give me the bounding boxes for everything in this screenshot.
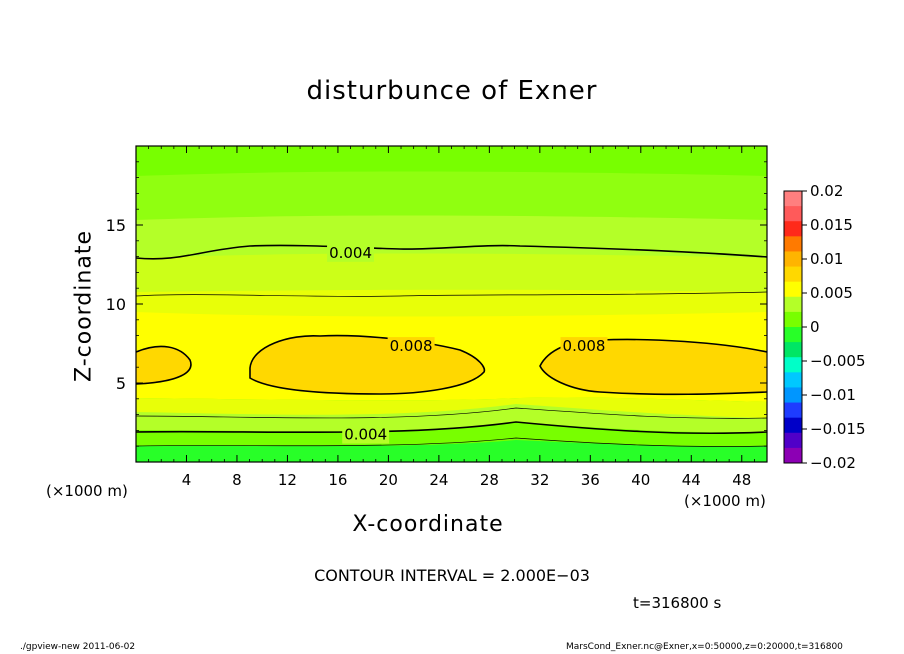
x-tick-label: 24 (429, 471, 448, 489)
contour-line-gold-left (136, 345, 192, 385)
band-lower-green (136, 440, 767, 462)
colorbar-segment (784, 236, 802, 252)
colorbar-segment (784, 357, 802, 373)
colorbar-segment (784, 432, 802, 449)
x-tick-label: 8 (232, 471, 242, 489)
x-axis: 4 8 12 16 20 24 28 32 36 40 44 48 (148, 146, 755, 489)
colorbar-tick-label: 0 (810, 318, 820, 336)
colorbar-tick-label: 0.02 (810, 182, 843, 200)
contour-interval-text: CONTOUR INTERVAL = 2.000E−03 (314, 566, 590, 585)
colorbar-tick-label: 0.005 (810, 284, 853, 302)
colorbar-segment (784, 281, 802, 298)
footer-left: ./gpview-new 2011-06-02 (20, 642, 136, 652)
contour-line-gold-right (539, 338, 767, 396)
colorbar-segment (784, 296, 802, 313)
colorbar-segment (784, 402, 802, 419)
x-tick-label: 4 (182, 471, 192, 489)
x-unit-label-right: (×1000 m) (684, 492, 766, 510)
contour-label-bg (560, 337, 608, 356)
y-axis: 5 10 15 (106, 161, 767, 447)
y-tick-label: 15 (106, 216, 126, 235)
colorbar-segment (784, 372, 802, 388)
colorbar-segment (784, 221, 802, 237)
colorbar-segment (784, 266, 802, 283)
colorbar-segment (784, 206, 802, 222)
colorbar: 0.02 0.015 0.01 0.005 0 −0.005 −0.01 −0.015 −0.0… (783, 182, 866, 472)
colorbar-segment (784, 311, 802, 328)
time-label: t=316800 s (633, 594, 722, 612)
contour-line-upper-thick (136, 244, 767, 260)
colorbar-segment (784, 327, 802, 343)
colorbar-segment (784, 417, 802, 434)
x-tick-label: 12 (278, 471, 297, 489)
contour-label: 0.004 (344, 426, 387, 444)
colorbar-segment (784, 342, 802, 358)
contour-line-lower-thin-2 (136, 437, 767, 447)
colorbar-segment (784, 447, 802, 464)
y-tick-label: 5 (116, 374, 126, 393)
x-tick-label: 16 (328, 471, 347, 489)
contour-line-gold-center (249, 334, 486, 395)
contour-labels: 0.004 0.008 0.008 0.004 (327, 243, 608, 444)
contour-line-lower-thick (136, 421, 767, 435)
colorbar-tick-label: −0.005 (810, 352, 866, 370)
contour-label: 0.008 (390, 337, 433, 355)
contour-label: 0.008 (563, 337, 606, 355)
colorbar-segment (784, 191, 802, 207)
chart-title: disturbunce of Exner (306, 76, 598, 106)
y-tick-label: 10 (106, 295, 126, 314)
footer-right: MarsCond_Exner.nc@Exner,x=0:50000,z=0:20… (566, 642, 843, 652)
contour-label-bg (387, 337, 435, 356)
colorbar-tick-label: −0.015 (810, 420, 866, 438)
colorbar-segment (784, 251, 802, 268)
blob-gold-left (136, 346, 191, 384)
colorbar-tick-label: −0.02 (810, 454, 856, 472)
x-tick-label: 28 (480, 471, 499, 489)
contour-label-bg (327, 243, 375, 262)
colorbar-tick-label: −0.01 (810, 386, 856, 404)
x-axis-label: X-coordinate (352, 512, 504, 537)
colorbar-segment (784, 387, 802, 404)
x-tick-label: 40 (631, 471, 650, 489)
plot-area (136, 146, 767, 462)
contour-label: 0.004 (329, 244, 372, 262)
contour-line-lower-thin-1 (136, 407, 767, 419)
x-unit-label-left: (×1000 m) (46, 482, 128, 500)
colorbar-tick-label: 0.015 (810, 216, 853, 234)
x-tick-label: 36 (581, 471, 600, 489)
x-tick-label: 48 (732, 471, 751, 489)
x-tick-label: 32 (530, 471, 549, 489)
contour-line-upper-thin (136, 291, 767, 297)
contour-label-bg (342, 425, 390, 444)
x-tick-label: 20 (379, 471, 398, 489)
colorbar-tick-label: 0.01 (810, 250, 843, 268)
x-tick-label: 44 (682, 471, 701, 489)
y-axis-label: Z-coordinate (71, 230, 97, 382)
